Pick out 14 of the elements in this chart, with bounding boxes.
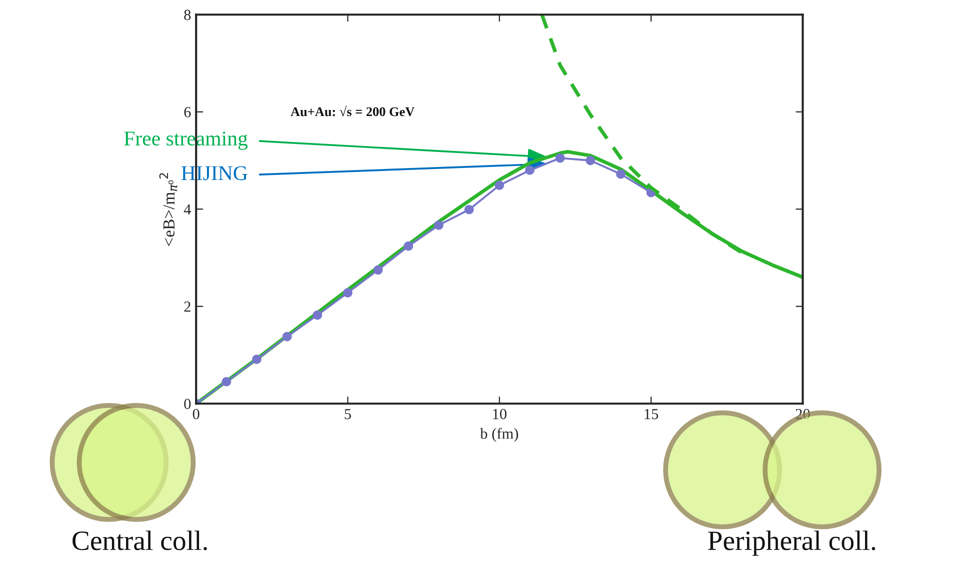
y-tick-label: 4 [184,204,191,214]
y-tick-label: 0 [184,398,191,410]
x-tick-label: 15 [644,409,658,420]
x-tick-label: 10 [493,408,506,420]
x-axis-title: b (fm) [480,428,518,442]
y-axis-title: <eB>/m$_{π⁰}$$^{2}$ [159,173,178,246]
text: Peripheral coll. [708,530,876,556]
y-tick-label: 6 [184,107,191,118]
text: Central coll. [72,530,207,550]
x-tick-label: 0 [192,408,200,420]
annotation: Au+Au: √s = 200 GeV [290,106,415,116]
y-tick-label: 2 [184,302,190,312]
x-tick-label: 5 [344,409,351,420]
y-tick-label: 8 [184,10,191,20]
